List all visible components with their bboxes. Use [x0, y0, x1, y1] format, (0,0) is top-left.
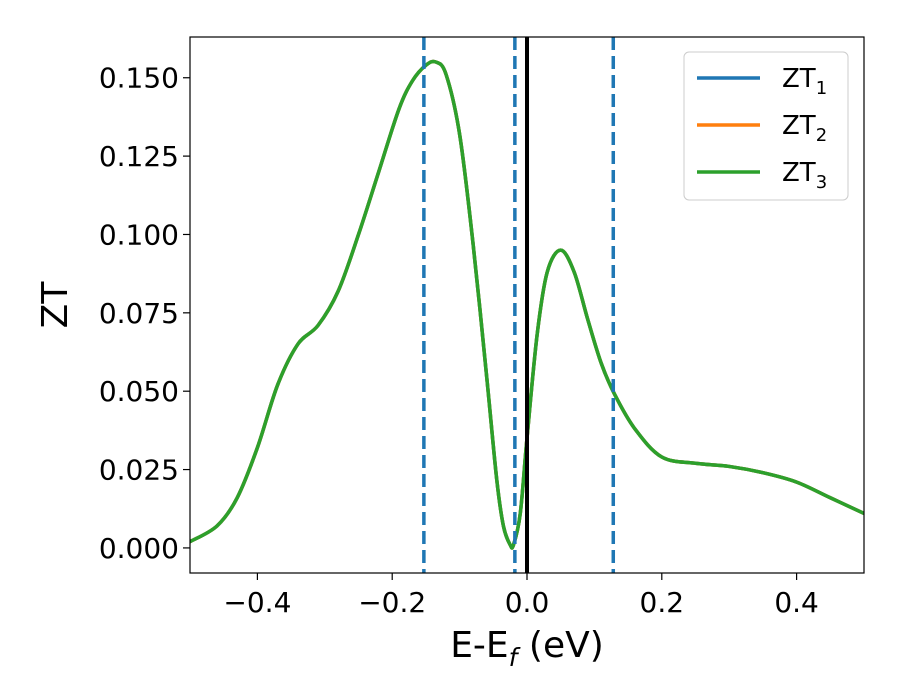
x-tick-label: −0.4	[223, 586, 291, 619]
x-axis-title: E-Ef (eV)	[450, 625, 604, 672]
legend-label-1: ZT1	[782, 64, 827, 99]
x-tick-label: 0.4	[774, 586, 819, 619]
series-line-3	[190, 59, 864, 550]
y-axis-title: ZT	[35, 281, 76, 329]
x-tick-label: −0.2	[358, 586, 426, 619]
y-axis-ticks: 0.000 0.025 0.050 0.075 0.100 0.125 0.150	[99, 62, 190, 565]
y-tick-label: 0.050	[99, 375, 179, 408]
legend-label-2: ZT2	[782, 111, 827, 146]
y-tick-label: 0.075	[99, 297, 179, 330]
x-tick-label: 0.2	[640, 586, 685, 619]
series-lines	[190, 59, 864, 550]
y-tick-label: 0.100	[99, 218, 179, 251]
x-axis-ticks: −0.4 −0.2 0.0 0.2 0.4	[223, 573, 819, 619]
y-tick-label: 0.150	[99, 62, 179, 95]
x-tick-label: 0.0	[505, 586, 550, 619]
y-tick-label: 0.025	[99, 454, 179, 487]
legend-label-3: ZT3	[782, 158, 827, 193]
legend: ZT1 ZT2 ZT3	[683, 51, 849, 201]
y-tick-label: 0.000	[99, 532, 179, 565]
y-tick-label: 0.125	[99, 140, 179, 173]
vertical-markers	[422, 37, 616, 573]
legend-box	[683, 51, 849, 201]
